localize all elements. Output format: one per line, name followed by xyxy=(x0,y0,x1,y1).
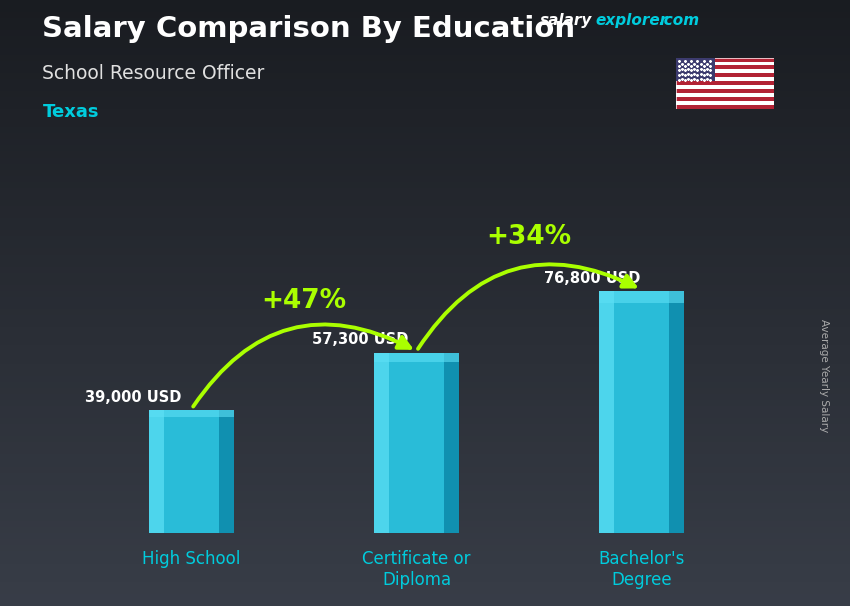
Bar xyxy=(676,58,715,81)
Bar xyxy=(444,353,459,533)
Bar xyxy=(676,62,774,65)
Bar xyxy=(598,291,684,304)
Bar xyxy=(676,93,774,97)
Bar xyxy=(149,410,235,533)
Bar xyxy=(598,291,684,533)
Bar xyxy=(676,78,774,81)
Text: +47%: +47% xyxy=(262,287,347,313)
Bar xyxy=(598,291,614,533)
Text: Salary Comparison By Education: Salary Comparison By Education xyxy=(42,15,575,43)
FancyArrowPatch shape xyxy=(418,264,635,349)
Bar xyxy=(676,81,774,85)
Text: explorer: explorer xyxy=(595,13,667,28)
Bar xyxy=(676,70,774,73)
Text: .com: .com xyxy=(659,13,700,28)
Text: Texas: Texas xyxy=(42,103,99,121)
Text: +34%: +34% xyxy=(486,224,571,250)
Text: School Resource Officer: School Resource Officer xyxy=(42,64,265,82)
Bar xyxy=(676,85,774,89)
Bar xyxy=(374,353,459,362)
Bar xyxy=(374,353,459,533)
Bar xyxy=(676,58,774,62)
Bar xyxy=(676,73,774,78)
Text: salary: salary xyxy=(540,13,592,28)
Bar xyxy=(676,97,774,101)
Bar xyxy=(219,410,235,533)
Bar xyxy=(676,105,774,109)
Bar xyxy=(676,89,774,93)
Bar xyxy=(669,291,684,533)
FancyArrowPatch shape xyxy=(193,324,411,407)
Bar xyxy=(676,65,774,70)
Bar xyxy=(676,101,774,105)
Bar xyxy=(149,410,164,533)
Bar xyxy=(374,353,389,533)
Text: 57,300 USD: 57,300 USD xyxy=(312,332,409,347)
Text: 39,000 USD: 39,000 USD xyxy=(85,390,181,405)
Text: 76,800 USD: 76,800 USD xyxy=(544,271,640,285)
Bar xyxy=(149,410,235,416)
Text: Average Yearly Salary: Average Yearly Salary xyxy=(819,319,829,432)
